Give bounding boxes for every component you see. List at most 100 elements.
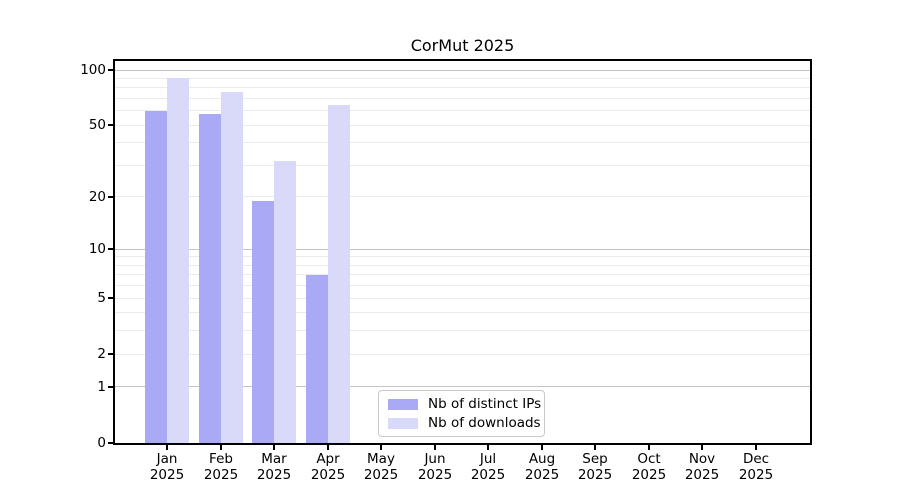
x-axis-label-month: Dec <box>742 451 770 467</box>
y-tick <box>108 442 113 444</box>
x-axis-label-year: 2025 <box>684 467 720 483</box>
grid-line-minor <box>115 125 810 126</box>
y-axis-label: 1 <box>97 379 106 395</box>
y-axis-label: 10 <box>88 241 106 257</box>
bar-downloads <box>167 77 189 443</box>
x-axis-label-year: 2025 <box>417 467 453 483</box>
y-tick <box>108 248 113 250</box>
x-axis-label-month: May <box>367 451 395 467</box>
x-tick <box>327 445 329 450</box>
x-axis-label: Feb 2025 <box>181 451 261 483</box>
y-axis-label: 5 <box>97 290 106 306</box>
bar-downloads <box>327 104 350 443</box>
grid-line-minor <box>115 196 810 197</box>
x-axis-label-month: Aug <box>528 451 556 467</box>
plot-area <box>113 59 812 445</box>
x-axis-label-month: Feb <box>209 451 233 467</box>
legend-swatch-downloads <box>388 417 418 429</box>
x-axis-label-month: Mar <box>261 451 287 467</box>
x-tick <box>166 445 168 450</box>
x-axis-label-year: 2025 <box>631 467 667 483</box>
grid-line-minor <box>115 110 810 111</box>
grid-line-minor <box>115 87 810 88</box>
grid-line-minor <box>115 298 810 299</box>
bar-distinct-ips <box>198 113 221 443</box>
grid-line-major <box>115 249 810 250</box>
x-axis-label: Jan 2025 <box>127 451 207 483</box>
bar-distinct-ips <box>145 110 167 443</box>
bar-distinct-ips <box>305 275 328 443</box>
x-tick <box>594 445 596 450</box>
y-tick <box>108 69 113 71</box>
grid-line-minor <box>115 274 810 275</box>
x-axis-label: Jul 2025 <box>448 451 528 483</box>
legend-label: Nb of downloads <box>428 415 541 431</box>
x-axis-label-year: 2025 <box>149 467 185 483</box>
x-axis-label: Mar 2025 <box>234 451 314 483</box>
x-axis-label-year: 2025 <box>310 467 346 483</box>
x-axis-label-month: Jun <box>424 451 446 467</box>
x-tick <box>273 445 275 450</box>
legend: Nb of distinct IPs Nb of downloads <box>378 390 545 437</box>
legend-label: Nb of distinct IPs <box>428 396 542 412</box>
grid-line-minor <box>115 256 810 257</box>
bar-downloads <box>274 160 296 443</box>
x-axis-label: Jun 2025 <box>395 451 475 483</box>
grid-line-minor <box>115 285 810 286</box>
y-tick <box>108 386 113 388</box>
x-axis-label-year: 2025 <box>363 467 399 483</box>
x-axis-label-year: 2025 <box>524 467 560 483</box>
x-tick <box>648 445 650 450</box>
grid-line-minor <box>115 354 810 355</box>
x-axis-label-month: Sep <box>582 451 608 467</box>
x-axis-label-year: 2025 <box>203 467 239 483</box>
x-tick <box>755 445 757 450</box>
legend-swatch-distinct-ips <box>388 398 418 410</box>
bar-downloads <box>220 92 243 443</box>
x-axis-label-month: Jan <box>156 451 178 467</box>
x-axis-label-month: Apr <box>316 451 340 467</box>
x-axis-label-year: 2025 <box>577 467 613 483</box>
x-axis-label: Dec 2025 <box>716 451 796 483</box>
grid-line-minor <box>115 78 810 79</box>
grid-line-major <box>115 70 810 71</box>
y-tick <box>108 353 113 355</box>
y-axis-label: 2 <box>97 346 106 362</box>
x-axis-label-month: Oct <box>637 451 661 467</box>
y-axis-label: 100 <box>80 62 106 78</box>
x-axis-label: Oct 2025 <box>609 451 689 483</box>
x-tick <box>487 445 489 450</box>
y-axis-label: 50 <box>88 117 106 133</box>
chart-title: CorMut 2025 <box>410 36 515 55</box>
grid-line-major <box>115 386 810 387</box>
grid-line-minor <box>115 312 810 313</box>
x-axis-label-month: Jul <box>479 451 497 467</box>
grid-line-minor <box>115 330 810 331</box>
grid-line-minor <box>115 265 810 266</box>
grid-line-minor <box>115 142 810 143</box>
grid-line-minor <box>115 165 810 166</box>
x-axis-label: Sep 2025 <box>555 451 635 483</box>
y-axis-label: 0 <box>97 435 106 451</box>
x-axis-label: Aug 2025 <box>502 451 582 483</box>
legend-item: Nb of downloads <box>388 415 541 431</box>
x-axis-label-month: Nov <box>688 451 716 467</box>
x-axis-label: May 2025 <box>341 451 421 483</box>
y-tick <box>108 124 113 126</box>
y-tick <box>108 297 113 299</box>
x-tick <box>220 445 222 450</box>
x-tick <box>701 445 703 450</box>
x-tick <box>434 445 436 450</box>
x-tick <box>541 445 543 450</box>
y-axis-label: 20 <box>88 189 106 205</box>
bar-distinct-ips <box>252 200 274 443</box>
legend-item: Nb of distinct IPs <box>388 396 541 412</box>
y-tick <box>108 196 113 198</box>
x-axis-label: Apr 2025 <box>288 451 368 483</box>
x-axis-label: Nov 2025 <box>662 451 742 483</box>
grid-line-minor <box>115 98 810 99</box>
x-axis-label-year: 2025 <box>256 467 292 483</box>
x-tick <box>380 445 382 450</box>
x-axis-label-year: 2025 <box>470 467 506 483</box>
